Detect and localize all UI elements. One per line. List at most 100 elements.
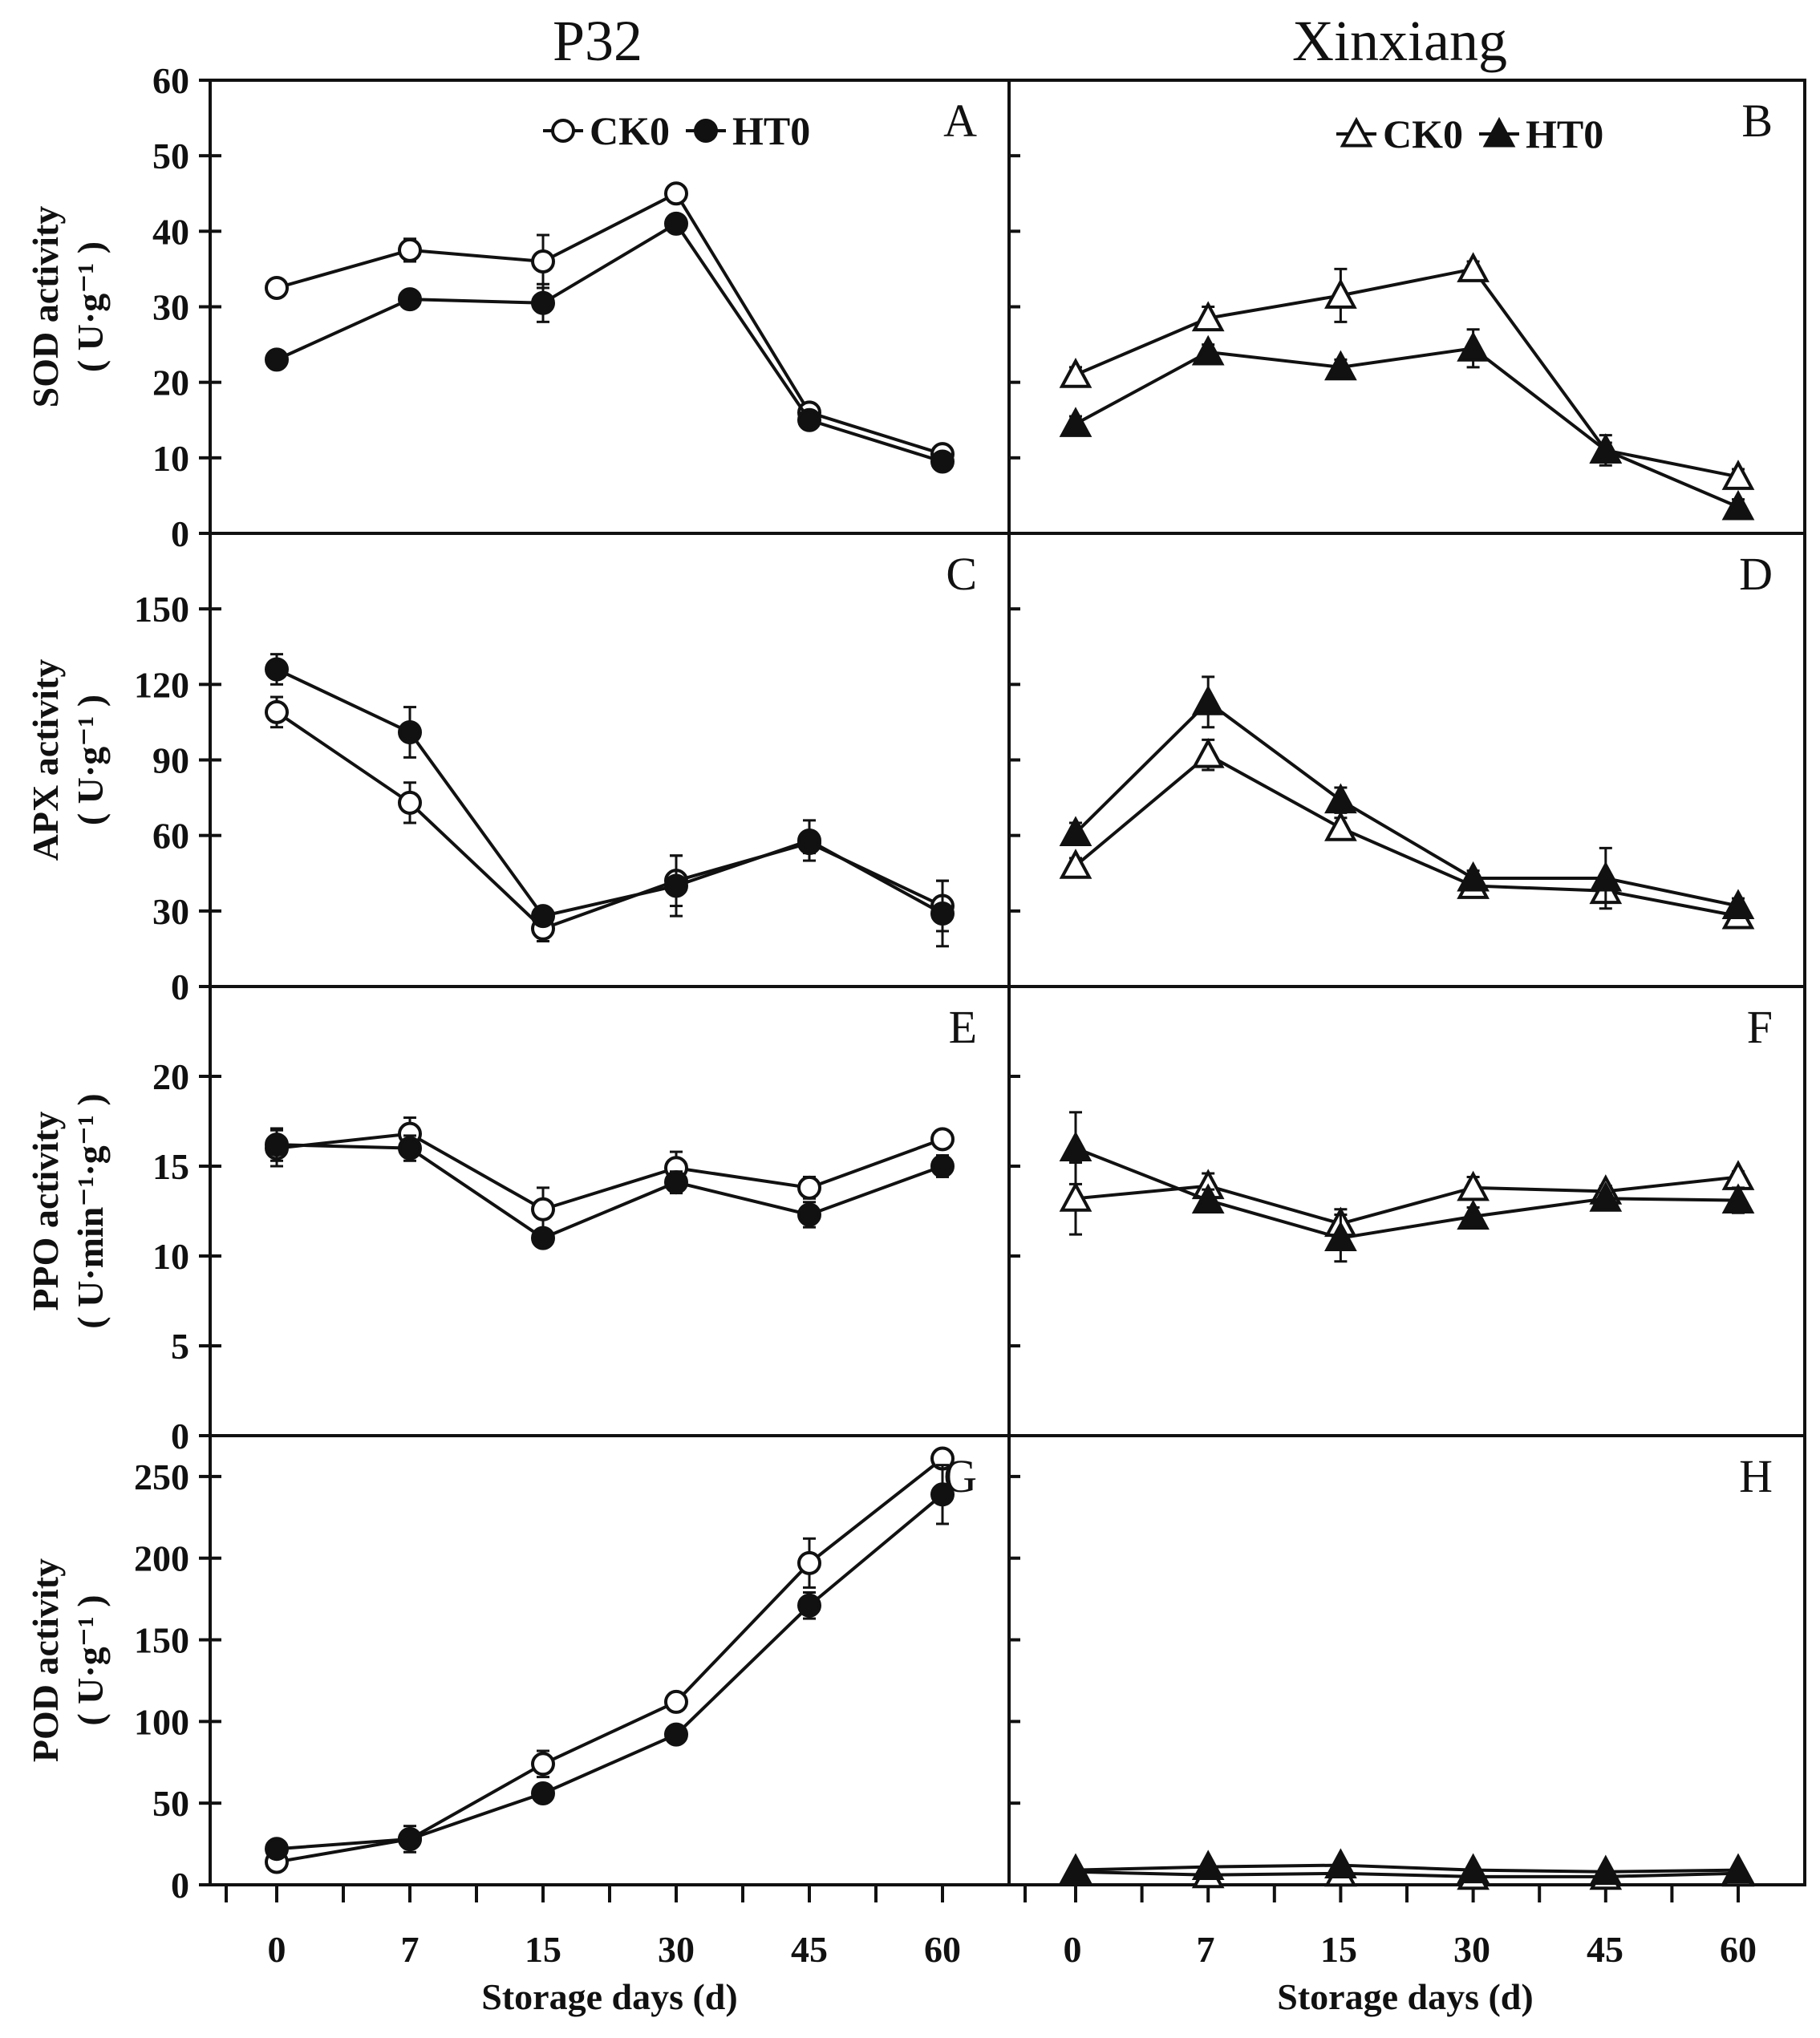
data-point-filled-circle [531,1226,555,1250]
panel-letter: D [1739,548,1773,600]
series-ht0 [265,1127,955,1250]
legend-label: HT0 [732,108,810,153]
data-point-filled-circle [694,119,718,143]
data-point-open-triangle [1059,1181,1092,1212]
series-ht0 [265,211,955,474]
data-point-open-triangle [1191,301,1225,332]
data-point-filled-triangle [1324,783,1357,814]
panel-letter: F [1747,1001,1773,1053]
data-point-open-triangle [1340,116,1373,148]
data-point-open-triangle [1457,252,1490,282]
panel-letter: C [946,548,977,600]
series-ck0 [1059,252,1755,490]
y-tick-label: 150 [134,1620,189,1661]
panel-e: 0 5 10 15 20 PPO activity( U·min⁻¹·g⁻¹ ) E [25,985,1011,1457]
series-line [276,191,943,456]
panel-letter: H [1739,1450,1773,1502]
series-ck0 [1059,738,1755,930]
panel-b: B CK0 HT0 [1007,79,1806,535]
legend-label: CK0 [1383,111,1463,156]
series-ht0 [1059,675,1755,920]
y-tick-label: 0 [171,513,189,554]
data-point-filled-circle [797,1202,821,1227]
data-point-filled-triangle [1721,1183,1755,1214]
x-tick-label: 15 [1320,1929,1357,1970]
data-point-filled-circle [265,1132,289,1157]
y-tick-label: 20 [152,1056,189,1097]
y-axis-label: SOD activity [25,206,66,408]
series-line [275,711,943,931]
data-point-filled-circle [531,290,555,315]
legend: CK0 HT0 [543,108,810,153]
data-point-open-circle [265,699,289,724]
data-point-open-triangle [1324,278,1357,309]
panel-frame [1007,532,1806,988]
data-point-open-circle [531,249,555,273]
data-point-open-circle [930,1127,955,1152]
data-point-filled-circle [797,1593,821,1618]
data-point-filled-triangle [1324,350,1357,381]
y-tick-label: 90 [152,740,189,781]
y-tick-label: 60 [152,816,189,857]
data-point-open-triangle [1721,460,1755,490]
data-point-open-circle [531,1197,555,1222]
y-axis-label: APX activity [25,659,66,861]
y-tick-label: 30 [152,287,189,328]
y-tick-label: 250 [134,1457,189,1497]
y-tick-label: 0 [171,1865,189,1906]
panel-a: 0 10 20 30 40 50 60 SOD activity( U·g⁻¹ ) A CK0 HT… [25,60,1011,554]
data-point-filled-circle [531,1781,555,1805]
x-axis-label-right: Storage days (d) [1277,1976,1533,2017]
panel-d: D [1007,532,1806,988]
series-line [1075,1870,1739,1878]
panel-frame [1007,1434,1806,1886]
column-title-p32: P32 [553,9,642,73]
panel-letter: B [1741,95,1773,147]
data-point-filled-circle [265,1837,289,1862]
data-point-open-circle [531,1752,555,1777]
y-tick-label: 50 [152,1783,189,1824]
series-line [1075,1175,1739,1226]
y-axis-label: POD activity [25,1558,66,1762]
x-axis-tick-labels-right: 0 7 15 30 45 60 [1064,1929,1757,1970]
y-tick-label: 15 [152,1146,189,1187]
panel-h: H [1007,1434,1806,1902]
y-tick-label: 30 [152,891,189,932]
y-axis-unit: ( U·g⁻¹ ) [70,695,111,825]
data-point-open-circle [797,1175,821,1200]
y-tick-label: 200 [134,1538,189,1579]
y-tick-label: 10 [152,438,189,479]
data-point-open-circle [797,1550,821,1575]
data-point-open-circle [664,1689,688,1714]
x-tick-label: 30 [1453,1929,1490,1970]
panel-letter: A [943,95,977,147]
panel-frame [209,532,1011,988]
data-point-filled-triangle [1324,1848,1357,1879]
data-point-filled-triangle [1589,433,1623,464]
x-tick-label: 45 [1587,1929,1623,1970]
data-point-filled-triangle [1324,1221,1357,1252]
data-point-filled-circle [398,719,422,744]
series-ck0 [265,181,955,467]
column-title-xinxiang: Xinxiang [1292,9,1507,73]
data-point-open-triangle [1059,849,1092,879]
series-line [276,1143,943,1240]
data-point-filled-circle [398,1826,422,1851]
data-point-open-circle [664,181,688,206]
series-ck0 [265,1446,955,1874]
data-point-filled-triangle [1589,861,1623,892]
panel-letter: E [949,1001,977,1053]
data-point-open-circle [551,119,575,143]
data-point-open-triangle [1059,358,1092,388]
data-point-filled-circle [664,1170,688,1195]
data-point-open-circle [398,237,422,262]
data-point-filled-circle [664,1722,688,1747]
panel-frame [1007,985,1806,1437]
data-point-filled-triangle [1191,1850,1225,1881]
series-line [1075,1146,1739,1240]
data-point-filled-circle [797,828,821,853]
data-point-filled-triangle [1721,1853,1755,1884]
y-axis-unit: ( U·g⁻¹ ) [70,241,111,372]
